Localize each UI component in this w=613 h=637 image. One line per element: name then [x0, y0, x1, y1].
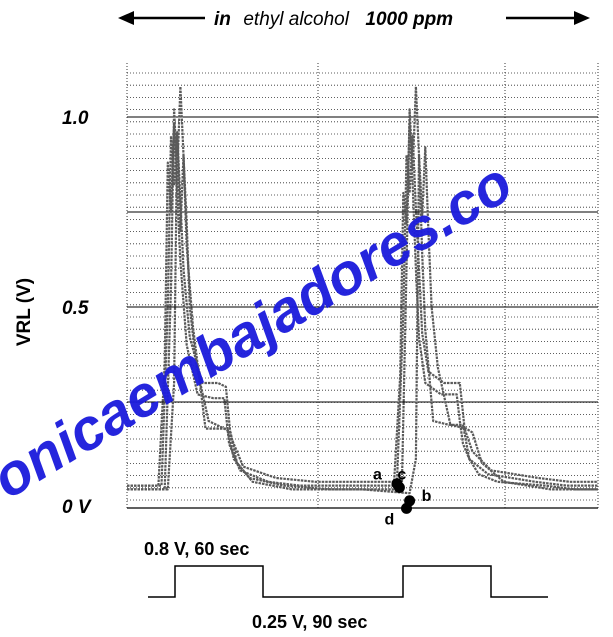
- grid-major: [126, 63, 599, 509]
- pulse-waveform: [148, 565, 548, 598]
- left-arrow-head: [118, 11, 134, 25]
- series-traces: [127, 85, 598, 495]
- pulse-high-label: 0.8 V, 60 sec: [144, 539, 249, 559]
- pulse-diagram: 0.8 V, 60 sec 0.25 V, 90 sec: [144, 539, 548, 632]
- right-arrow-head: [574, 11, 590, 25]
- y-tick-labels: 0 V 0.5 1.0: [62, 108, 92, 518]
- title-arrow: [118, 11, 590, 25]
- y-axis-label: VRL (V): [14, 278, 35, 346]
- y-tick-label: 0.5: [62, 298, 89, 319]
- title-concentration: 1000 ppm: [365, 9, 453, 30]
- watermark-text: onicaembajadores.co: [0, 150, 523, 511]
- chart-title: in ethyl alcohol 1000 ppm: [214, 9, 453, 30]
- y-tick-label: 1.0: [62, 108, 89, 129]
- title-substance: ethyl alcohol: [243, 9, 349, 30]
- point-label-a: a: [373, 467, 382, 484]
- point-label-b: b: [422, 488, 432, 505]
- point-marker-d: [401, 502, 412, 514]
- series-line-1: [127, 123, 598, 487]
- title-prefix: in: [214, 9, 231, 30]
- y-tick-label: 0 V: [62, 497, 92, 518]
- series-line-3: [127, 85, 598, 491]
- measurement-points: a cb d: [373, 467, 432, 529]
- pulse-low-label: 0.25 V, 90 sec: [252, 612, 367, 632]
- series-line-2: [127, 131, 598, 487]
- point-marker-c: [393, 482, 405, 493]
- point-label-d: d: [385, 511, 395, 528]
- point-label-c: c: [397, 467, 406, 484]
- series-line-4: [127, 131, 598, 495]
